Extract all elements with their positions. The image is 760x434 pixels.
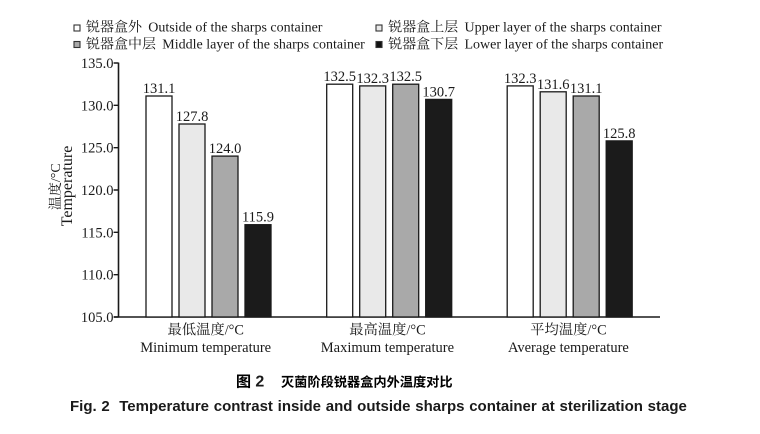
svg-text:Outside of the sharps containe: Outside of the sharps container bbox=[148, 21, 323, 36]
svg-text:127.8: 127.8 bbox=[176, 109, 209, 125]
svg-text:130.0: 130.0 bbox=[81, 98, 114, 114]
svg-text:Minimum temperature: Minimum temperature bbox=[140, 340, 271, 356]
svg-text:130.7: 130.7 bbox=[422, 84, 455, 100]
svg-text:132.3: 132.3 bbox=[504, 71, 537, 87]
svg-text:132.5: 132.5 bbox=[323, 69, 356, 85]
svg-text:131.6: 131.6 bbox=[537, 77, 570, 93]
svg-text:125.8: 125.8 bbox=[603, 126, 636, 142]
svg-text:135.0: 135.0 bbox=[81, 56, 114, 72]
svg-text:115.9: 115.9 bbox=[242, 210, 274, 226]
svg-text:Lower layer of the sharps cont: Lower layer of the sharps container bbox=[465, 38, 664, 53]
svg-text:131.1: 131.1 bbox=[143, 81, 176, 97]
svg-text:115.0: 115.0 bbox=[81, 225, 113, 241]
svg-text:Average temperature: Average temperature bbox=[508, 340, 629, 356]
svg-text:Maximum temperature: Maximum temperature bbox=[321, 340, 454, 356]
svg-text:105.0: 105.0 bbox=[81, 310, 114, 326]
svg-text:120.0: 120.0 bbox=[81, 183, 114, 199]
svg-text:124.0: 124.0 bbox=[209, 141, 242, 157]
svg-text:/°C: /°C bbox=[406, 322, 425, 338]
svg-text:/°C: /°C bbox=[49, 163, 64, 182]
svg-text:/°C: /°C bbox=[587, 322, 606, 338]
svg-text:/°C: /°C bbox=[225, 322, 244, 338]
svg-text:110.0: 110.0 bbox=[81, 268, 113, 284]
svg-text:Upper layer of the sharps cont: Upper layer of the sharps container bbox=[465, 21, 662, 36]
svg-text:131.1: 131.1 bbox=[570, 81, 603, 97]
svg-text:Fig. 2 Temperature contrast i: Fig. 2 Temperature contrast inside and o… bbox=[70, 398, 687, 415]
svg-text:132.3: 132.3 bbox=[356, 71, 389, 87]
svg-text:132.5: 132.5 bbox=[389, 69, 422, 85]
svg-text:Temperature: Temperature bbox=[59, 146, 76, 227]
svg-text:125.0: 125.0 bbox=[81, 141, 114, 157]
svg-text:Middle layer of the sharps con: Middle layer of the sharps container bbox=[162, 38, 365, 53]
svg-text:2: 2 bbox=[255, 374, 264, 391]
